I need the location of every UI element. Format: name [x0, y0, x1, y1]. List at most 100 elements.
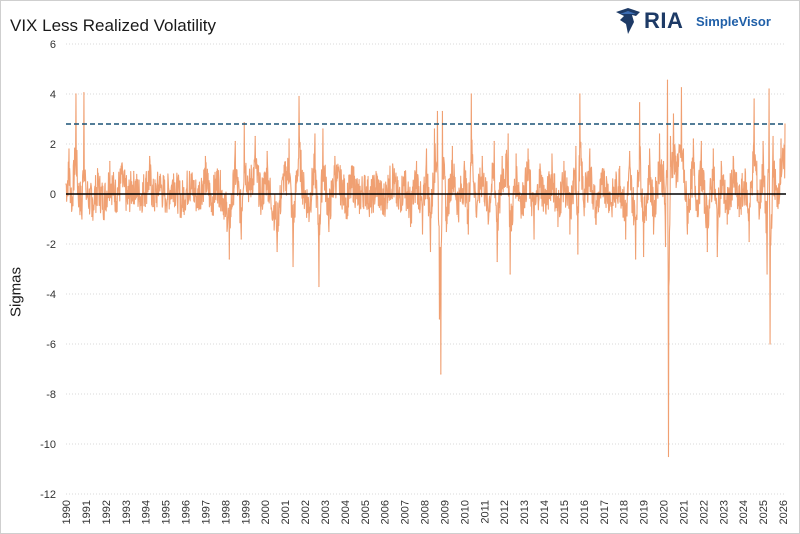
- series-line: [65, 79, 786, 458]
- data-point: [298, 95, 300, 98]
- data-point: [425, 148, 428, 150]
- data-point: [429, 250, 432, 253]
- data-point: [340, 175, 342, 178]
- data-point: [248, 180, 250, 183]
- data-point: [507, 133, 509, 135]
- data-point: [579, 93, 581, 95]
- gridlines: [66, 43, 786, 495]
- data-point: [720, 160, 722, 163]
- x-tick-label: 2003: [320, 500, 332, 524]
- data-point: [481, 155, 483, 158]
- data-point: [436, 110, 439, 113]
- y-tick-label: -10: [40, 439, 56, 451]
- data-point: [696, 215, 698, 218]
- x-tick-label: 2005: [360, 500, 372, 524]
- data-point: [539, 163, 541, 165]
- data-point: [648, 148, 651, 150]
- data-point: [533, 238, 535, 240]
- series-layer: [65, 79, 786, 458]
- data-point: [403, 170, 406, 173]
- data-point: [457, 215, 459, 218]
- data-point: [71, 208, 73, 210]
- data-point: [475, 215, 477, 218]
- x-tick-label: 1999: [240, 500, 252, 524]
- data-point: [421, 233, 424, 235]
- data-point: [415, 160, 418, 163]
- data-point: [266, 150, 268, 153]
- x-tick-label: 2026: [778, 500, 790, 524]
- data-point: [776, 205, 778, 208]
- data-point: [753, 98, 755, 100]
- x-tick-label: 1997: [200, 500, 212, 524]
- data-point: [91, 215, 93, 218]
- data-point: [220, 190, 222, 193]
- x-tick-label: 2006: [380, 500, 392, 524]
- data-point: [210, 210, 212, 213]
- data-point: [545, 213, 547, 215]
- data-point: [77, 185, 79, 188]
- data-point: [85, 188, 87, 190]
- eagle-icon: [616, 8, 640, 34]
- data-point: [145, 178, 147, 180]
- data-point: [328, 230, 330, 233]
- data-point: [149, 155, 151, 158]
- data-point: [603, 168, 605, 170]
- data-point: [65, 183, 67, 185]
- data-point: [388, 178, 390, 180]
- logo-text-ria: RIA: [644, 8, 684, 33]
- data-point: [276, 250, 278, 253]
- x-tick-label: 2015: [559, 500, 571, 524]
- data-point: [493, 140, 495, 143]
- x-tick-label: 1991: [81, 500, 93, 524]
- data-point: [589, 148, 591, 150]
- data-point: [470, 93, 472, 95]
- data-point: [382, 213, 384, 215]
- x-tick-label: 1998: [220, 500, 232, 524]
- data-point: [642, 255, 645, 258]
- x-tick-label: 2001: [280, 500, 292, 524]
- data-point: [438, 318, 441, 320]
- data-point: [666, 79, 669, 81]
- data-point: [180, 208, 183, 210]
- data-point: [270, 208, 272, 210]
- data-point: [188, 170, 191, 173]
- data-point: [445, 230, 448, 233]
- data-point: [322, 128, 324, 130]
- data-point: [527, 148, 529, 150]
- data-point: [314, 133, 316, 135]
- data-point: [224, 215, 226, 218]
- data-point: [121, 163, 123, 165]
- x-tick-label: 2010: [459, 500, 471, 524]
- data-point: [376, 173, 378, 175]
- x-tick-label: 2020: [659, 500, 671, 524]
- x-tick-label: 2012: [499, 500, 511, 524]
- data-point: [667, 455, 670, 458]
- data-point: [204, 155, 207, 158]
- data-point: [625, 238, 627, 240]
- data-point: [680, 87, 683, 89]
- data-point: [652, 233, 655, 235]
- data-point: [669, 135, 672, 138]
- data-point: [370, 205, 372, 208]
- x-tick-labels: 1990 1991 1992 1993 1994 1995 1996 1997 1998 1999…: [61, 500, 790, 524]
- x-tick-label: 2023: [718, 500, 730, 524]
- data-point: [664, 245, 667, 248]
- data-point: [686, 233, 689, 235]
- data-point: [451, 145, 453, 148]
- data-point: [254, 135, 256, 138]
- y-tick-label: -12: [40, 489, 56, 501]
- x-tick-label: 1995: [161, 500, 173, 524]
- data-point: [758, 218, 760, 220]
- data-point: [68, 148, 70, 150]
- data-point: [577, 253, 579, 255]
- brand-logo: RIA SimpleVisor: [614, 4, 800, 36]
- x-tick-label: 1992: [101, 500, 113, 524]
- data-point: [662, 160, 665, 163]
- data-point: [308, 220, 310, 223]
- data-point: [672, 113, 675, 115]
- data-point: [153, 205, 155, 208]
- x-tick-label: 2002: [300, 500, 312, 524]
- data-point: [352, 165, 354, 168]
- y-tick-label: -4: [46, 289, 56, 301]
- data-point: [629, 150, 631, 153]
